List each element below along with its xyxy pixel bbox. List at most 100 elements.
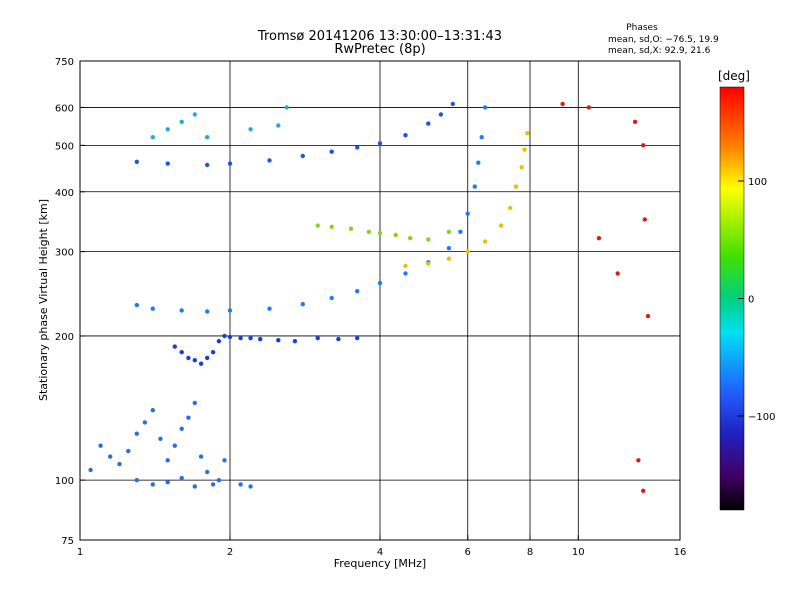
data-point [513,184,519,189]
data-point [142,420,148,425]
data-point [205,135,210,140]
data-point [134,431,139,436]
data-point [355,335,360,341]
data-point [150,408,155,413]
y-tick-label: 500 [55,141,74,152]
data-point [165,161,170,166]
data-point [222,333,227,339]
data-point [134,302,139,308]
chart-subtitle: RwPretec (8p) [334,42,425,57]
data-point [403,271,408,276]
data-point [205,162,210,168]
data-point [150,306,155,311]
phases-o-stats: mean, sd,O: −76.5, 19.9 [608,35,719,45]
data-point [642,217,647,222]
data-point [248,335,253,341]
data-point [426,121,431,126]
data-point [165,480,170,485]
data-point [179,308,184,313]
data-point [276,123,281,128]
data-point [315,223,320,228]
chart-title: Tromsø 20141206 13:30:00–13:31:43 [257,29,502,44]
data-point [479,135,484,140]
data-point [450,101,455,107]
data-point [172,443,177,448]
data-point [300,302,305,307]
data-point [158,436,163,441]
data-point [560,101,565,107]
data-point [192,358,197,363]
data-point [172,344,177,349]
data-point [446,246,452,251]
data-point [329,224,334,229]
data-point [482,239,488,244]
data-point [300,153,305,159]
data-point [192,112,197,117]
data-point [186,415,191,420]
colorbar-tick-label: −100 [748,412,775,423]
data-point [150,482,155,487]
data-point [377,280,383,286]
y-tick-label: 300 [55,248,74,259]
data-point [210,482,216,487]
data-point [446,229,452,234]
data-point [192,400,197,406]
data-point [426,261,431,266]
data-point [393,232,398,238]
data-point [198,454,204,459]
data-points [88,101,651,493]
x-tick-label: 4 [377,547,383,558]
plot-area: 1 2 4 6 8 10 16 75 100 200 300 400 500 600 750 [55,57,686,558]
data-point [355,145,360,150]
data-point [446,256,452,261]
data-point [645,313,651,319]
data-point [222,458,227,463]
data-point [596,236,602,241]
y-tick-label: 600 [55,103,74,114]
data-point [186,355,191,361]
x-tick-label: 1 [77,547,83,558]
data-point [117,461,122,467]
data-point [377,141,383,146]
data-point [472,184,477,189]
data-point [508,205,513,211]
y-tick-label: 750 [55,57,74,68]
data-point [336,336,341,342]
data-point [248,127,253,132]
colorbar: [deg] 100 0 −100 [718,69,775,511]
data-point [98,443,103,448]
data-point [476,160,481,165]
x-tick-label: 16 [674,547,687,558]
data-point [586,105,591,110]
y-tick-label: 75 [61,536,74,547]
x-tick-label: 10 [572,547,585,558]
data-point [88,467,93,473]
data-point [216,339,222,344]
data-point [150,135,155,140]
data-point [498,223,504,228]
x-tick-labels: 1 2 4 6 8 10 16 [77,535,687,558]
data-point [216,478,222,483]
data-point [522,147,527,152]
x-tick-label: 6 [465,547,471,558]
colorbar-ticks: 100 0 −100 [738,177,775,423]
data-point [134,478,139,483]
data-point [438,112,444,117]
data-point [329,149,334,154]
data-point [636,458,641,463]
data-point [348,226,354,231]
data-point [284,105,289,110]
data-point [238,482,243,487]
data-point [458,229,463,234]
data-point [205,469,210,475]
y-tick-labels: 75 100 200 300 400 500 600 750 [55,57,85,547]
data-point [615,271,620,276]
data-point [179,475,184,481]
data-point [227,161,233,166]
data-point [126,448,131,454]
data-point [248,484,253,489]
y-axis-label: Stationary phase Virtual Height [km] [37,199,50,401]
data-point [227,308,233,313]
phases-title: Phases [626,23,658,33]
data-point [641,143,646,148]
